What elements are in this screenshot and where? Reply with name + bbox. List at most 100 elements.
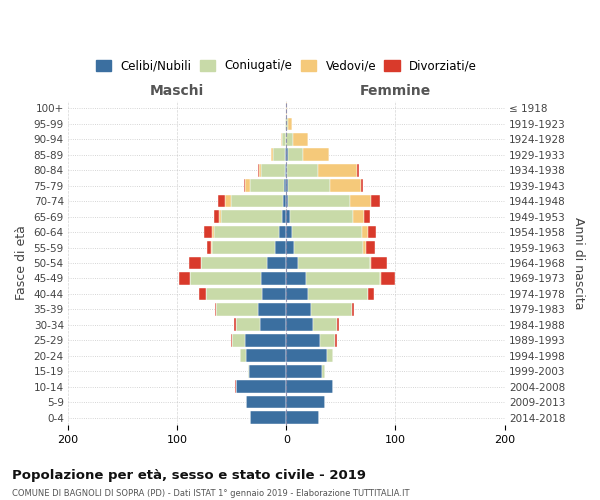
Bar <box>286 102 287 115</box>
Bar <box>362 226 368 238</box>
Bar <box>278 226 286 238</box>
Bar <box>230 195 283 207</box>
Bar <box>285 118 286 130</box>
Bar <box>287 164 318 176</box>
Bar <box>212 241 275 254</box>
Bar <box>245 180 250 192</box>
Bar <box>286 241 294 254</box>
Bar <box>261 164 285 176</box>
Bar <box>306 272 380 285</box>
Bar <box>322 365 325 378</box>
Bar <box>221 210 282 223</box>
Bar <box>218 195 225 207</box>
Bar <box>205 226 212 238</box>
Bar <box>311 303 352 316</box>
Bar <box>286 256 298 270</box>
Bar <box>260 318 286 331</box>
Bar <box>350 195 371 207</box>
Bar <box>318 164 357 176</box>
Bar <box>234 318 236 331</box>
Bar <box>380 272 381 285</box>
Legend: Celibi/Nubili, Coniugati/e, Vedovi/e, Divorziati/e: Celibi/Nubili, Coniugati/e, Vedovi/e, Di… <box>91 54 482 77</box>
Bar <box>212 226 214 238</box>
Bar <box>271 148 273 161</box>
Bar <box>286 226 292 238</box>
Bar <box>366 241 375 254</box>
Bar <box>246 350 286 362</box>
Bar <box>371 256 387 270</box>
Bar <box>337 318 339 331</box>
Bar <box>286 334 320 346</box>
Bar <box>179 272 190 285</box>
Bar <box>370 256 371 270</box>
Bar <box>364 210 370 223</box>
Bar <box>258 303 286 316</box>
Bar <box>381 272 395 285</box>
Bar <box>286 118 289 130</box>
Bar <box>286 210 290 223</box>
Text: Popolazione per età, sesso e stato civile - 2019: Popolazione per età, sesso e stato civil… <box>12 470 366 482</box>
Bar <box>230 334 232 346</box>
Text: COMUNE DI BAGNOLI DI SOPRA (PD) - Dati ISTAT 1° gennaio 2019 - Elaborazione TUTT: COMUNE DI BAGNOLI DI SOPRA (PD) - Dati I… <box>12 488 409 498</box>
Bar <box>320 334 335 346</box>
Bar <box>294 241 363 254</box>
Bar <box>302 148 329 161</box>
Bar <box>308 288 368 300</box>
Bar <box>266 256 286 270</box>
Bar <box>290 210 353 223</box>
Bar <box>286 288 308 300</box>
Bar <box>214 210 218 223</box>
Bar <box>330 180 361 192</box>
Bar <box>363 241 366 254</box>
Bar <box>368 288 374 300</box>
Bar <box>282 133 286 145</box>
Bar <box>353 210 364 223</box>
Bar <box>286 303 311 316</box>
Bar <box>361 180 363 192</box>
Bar <box>218 210 221 223</box>
Bar <box>249 365 286 378</box>
Bar <box>313 318 337 331</box>
Bar <box>190 272 261 285</box>
Bar <box>214 226 278 238</box>
Bar <box>211 241 212 254</box>
Bar <box>258 164 259 176</box>
Bar <box>281 133 282 145</box>
Bar <box>285 164 286 176</box>
Bar <box>286 148 289 161</box>
Bar <box>248 365 249 378</box>
Bar <box>286 380 333 393</box>
Bar <box>368 226 376 238</box>
Bar <box>259 164 261 176</box>
Bar <box>371 195 380 207</box>
Bar <box>245 334 286 346</box>
Bar <box>357 164 359 176</box>
Bar <box>273 148 285 161</box>
Y-axis label: Fasce di età: Fasce di età <box>15 226 28 300</box>
Bar <box>282 210 286 223</box>
Y-axis label: Anni di nascita: Anni di nascita <box>572 216 585 309</box>
Bar <box>289 118 292 130</box>
Bar <box>326 350 333 362</box>
Bar <box>286 133 293 145</box>
Bar <box>244 180 245 192</box>
Bar <box>235 380 236 393</box>
Bar <box>298 256 370 270</box>
Bar <box>293 133 308 145</box>
Bar <box>286 180 289 192</box>
Bar <box>215 303 217 316</box>
Bar <box>292 226 362 238</box>
Bar <box>261 272 286 285</box>
Bar <box>286 272 306 285</box>
Bar <box>275 241 286 254</box>
Bar <box>236 318 260 331</box>
Bar <box>262 288 286 300</box>
Bar <box>289 180 330 192</box>
Bar <box>289 195 350 207</box>
Bar <box>217 303 258 316</box>
Text: Femmine: Femmine <box>360 84 431 98</box>
Bar <box>283 195 286 207</box>
Bar <box>206 288 262 300</box>
Bar <box>285 148 286 161</box>
Bar <box>232 334 245 346</box>
